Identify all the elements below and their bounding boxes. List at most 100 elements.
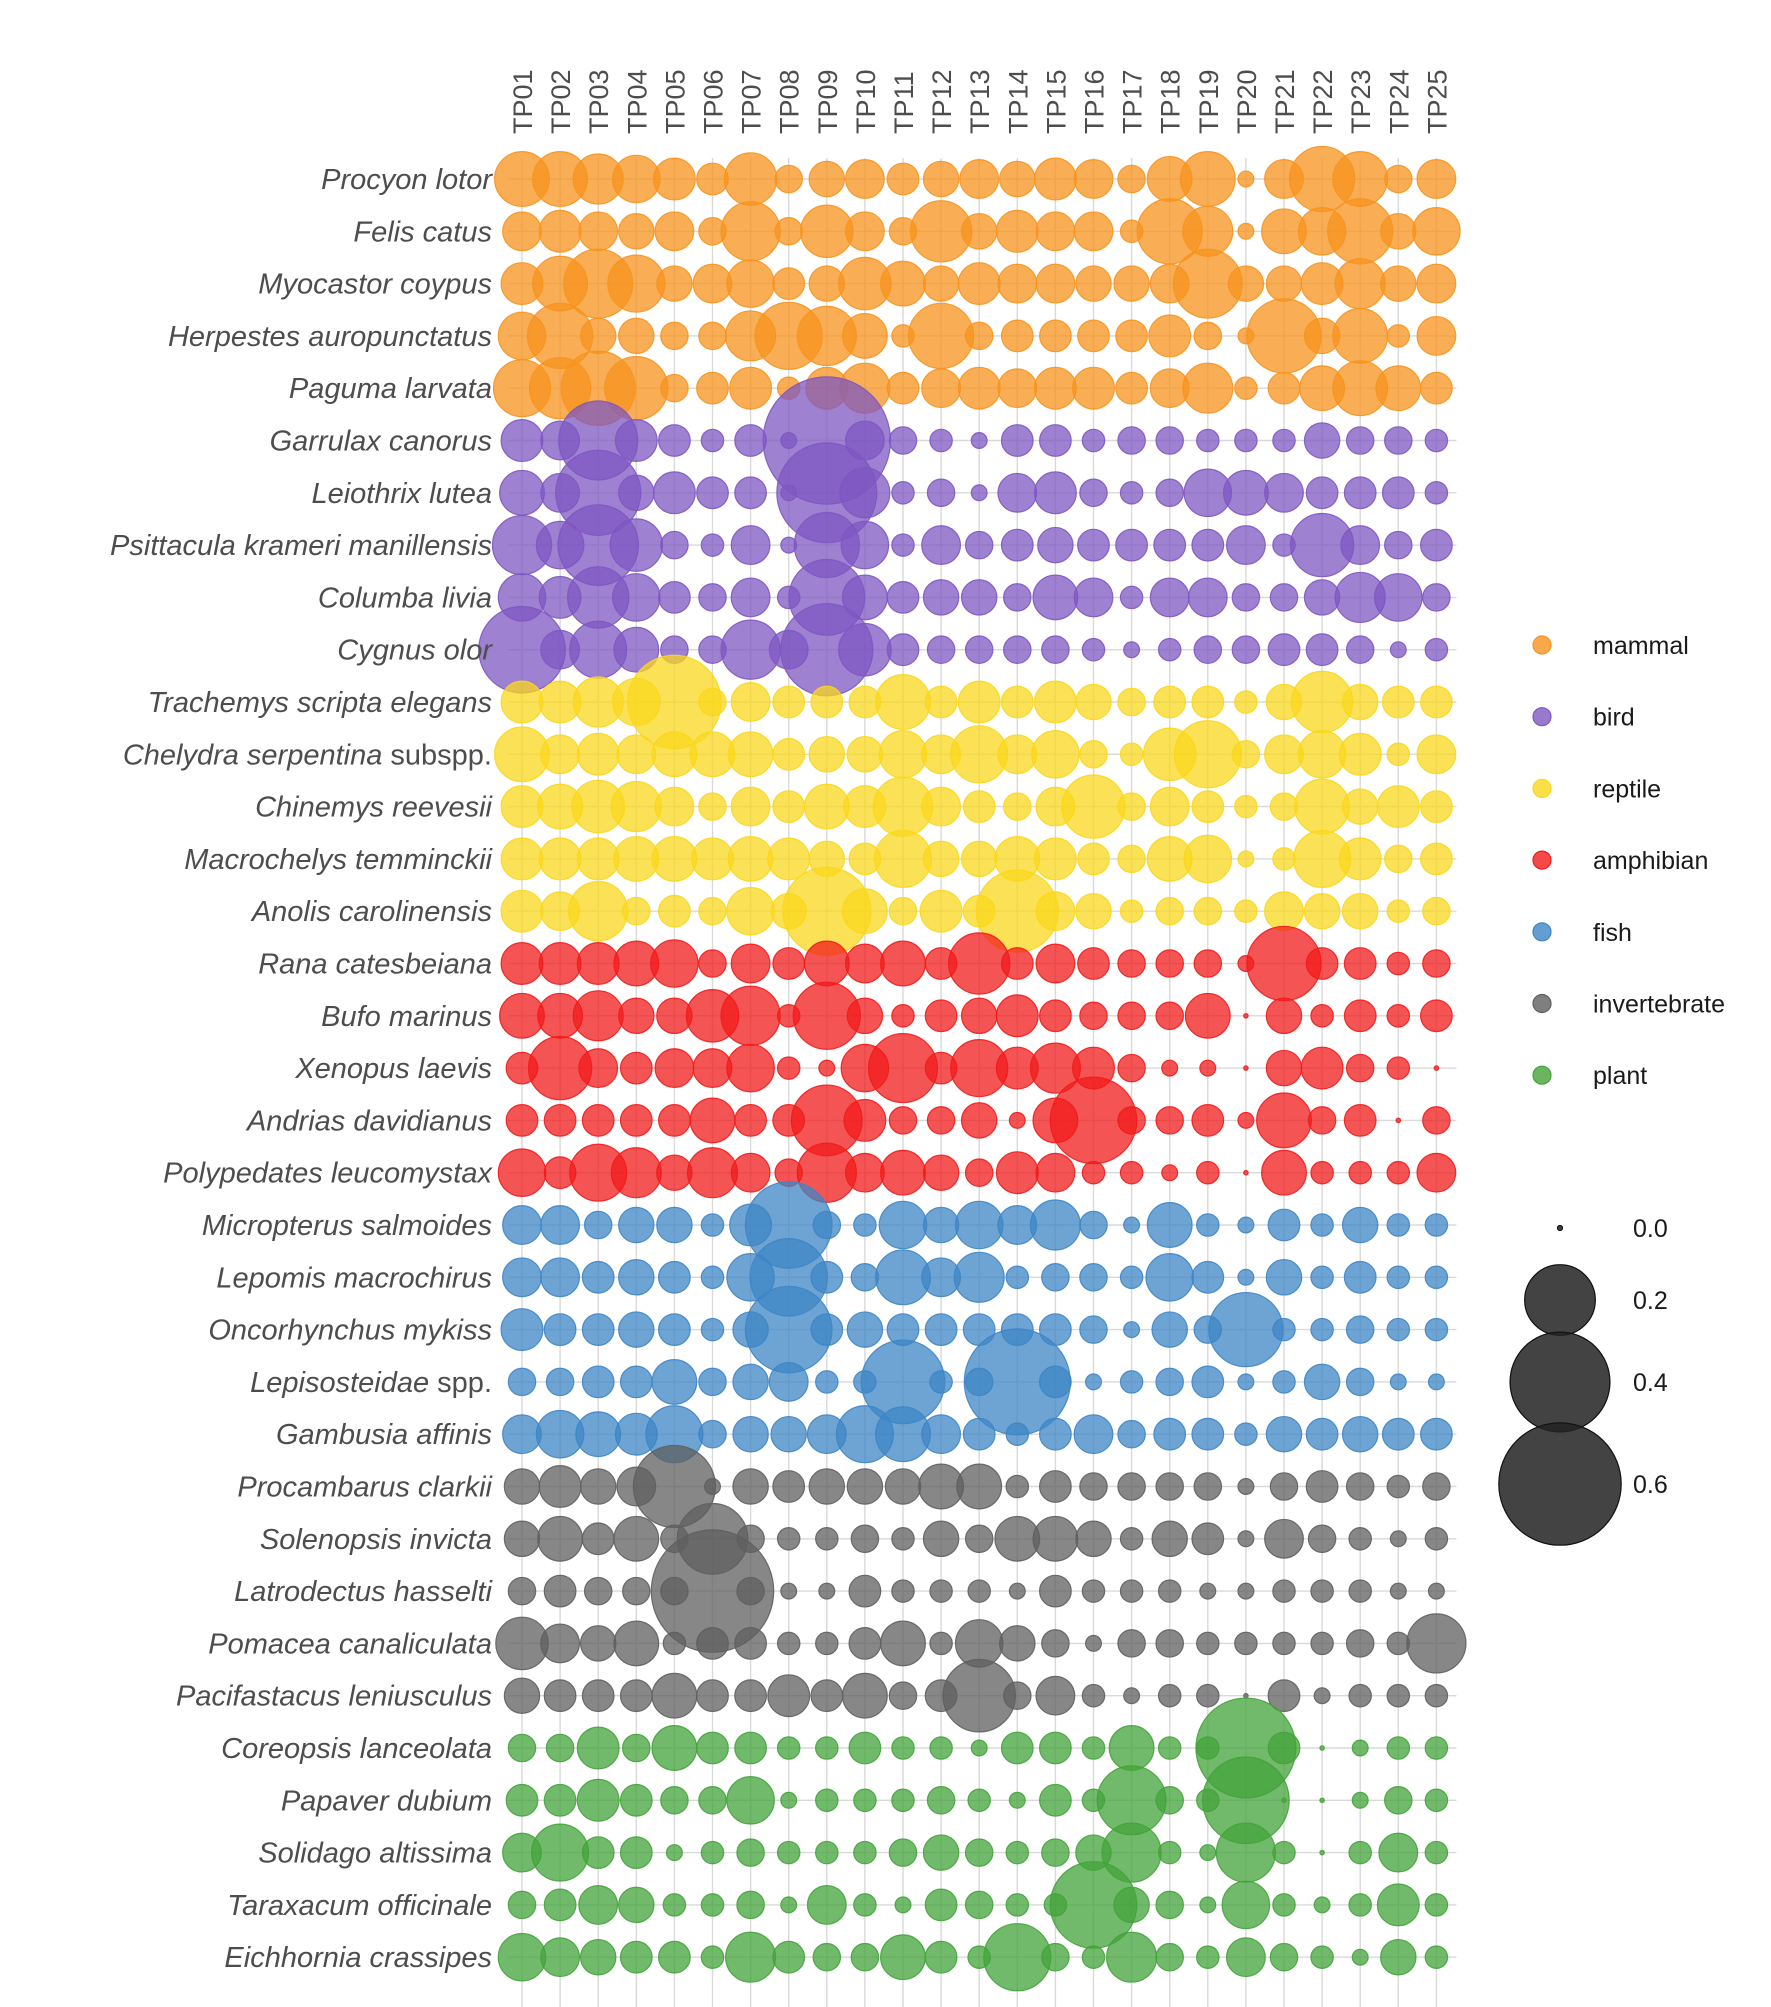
bubble bbox=[1304, 580, 1339, 615]
x-tick-label: TP06 bbox=[699, 69, 729, 134]
y-tick-label: Lepisosteidae spp. bbox=[250, 1367, 492, 1399]
bubble bbox=[1194, 636, 1221, 663]
bubble bbox=[544, 1314, 576, 1346]
bubble bbox=[1343, 1417, 1378, 1452]
bubble bbox=[962, 214, 997, 249]
bubble bbox=[1154, 529, 1186, 561]
bubble bbox=[1238, 223, 1254, 239]
bubble bbox=[778, 1528, 800, 1550]
bubble bbox=[775, 165, 802, 192]
bubble bbox=[1434, 1066, 1438, 1070]
bubble bbox=[925, 1314, 957, 1346]
bubble bbox=[1421, 686, 1453, 718]
bubble bbox=[508, 1368, 535, 1395]
bubble bbox=[1425, 482, 1447, 504]
bubble bbox=[1349, 1841, 1371, 1863]
bubble bbox=[1194, 950, 1221, 977]
size-legend-key bbox=[1510, 1332, 1610, 1432]
bubble bbox=[920, 890, 962, 932]
bubble bbox=[699, 1421, 726, 1448]
bubble bbox=[731, 787, 770, 826]
bubble bbox=[840, 468, 890, 518]
bubble bbox=[1344, 1105, 1376, 1137]
bubble bbox=[539, 210, 581, 252]
x-tick-label: TP07 bbox=[737, 69, 767, 134]
bubble bbox=[1385, 427, 1412, 454]
y-tick-label: Anolis carolinensis bbox=[250, 896, 492, 928]
bubble bbox=[1120, 482, 1142, 504]
bubble bbox=[892, 1528, 914, 1550]
bubble bbox=[539, 1466, 581, 1508]
bubble bbox=[778, 1841, 800, 1863]
bubble bbox=[1036, 1676, 1075, 1715]
bubble bbox=[541, 735, 580, 774]
bubble bbox=[922, 787, 961, 826]
bubble bbox=[623, 1577, 650, 1604]
bubble bbox=[1192, 1523, 1224, 1555]
bubble bbox=[1118, 427, 1145, 454]
bubble bbox=[659, 1941, 691, 1973]
bubble bbox=[1304, 423, 1339, 458]
bubble bbox=[843, 314, 888, 359]
bubble bbox=[1421, 791, 1453, 823]
bubble bbox=[1341, 526, 1380, 565]
bubble bbox=[1192, 529, 1224, 561]
y-tick-label: Herpestes auropunctatus bbox=[168, 321, 492, 353]
bubble bbox=[614, 1621, 659, 1666]
bubble bbox=[1320, 1798, 1324, 1802]
bubble bbox=[773, 1471, 805, 1503]
bubble bbox=[1385, 1787, 1412, 1814]
bubble bbox=[728, 732, 773, 777]
bubble bbox=[1311, 1266, 1333, 1288]
bubble bbox=[621, 1941, 653, 1973]
bubble bbox=[544, 1785, 576, 1817]
bubble bbox=[811, 686, 843, 718]
bubble bbox=[1156, 1002, 1183, 1029]
bubble bbox=[963, 1418, 995, 1450]
x-tick-label: TP11 bbox=[889, 71, 919, 134]
bubble bbox=[1073, 367, 1115, 409]
bubble bbox=[1311, 1946, 1333, 1968]
bubble bbox=[887, 163, 919, 195]
y-tick-label: Solenopsis invicta bbox=[260, 1524, 492, 1556]
bubble bbox=[1304, 1364, 1339, 1399]
bubble bbox=[811, 1262, 843, 1294]
bubble bbox=[998, 369, 1037, 408]
bubble bbox=[854, 1789, 876, 1811]
bubble bbox=[846, 212, 885, 251]
bubble bbox=[1036, 892, 1075, 931]
bubble bbox=[1311, 1005, 1333, 1027]
bubble bbox=[1156, 1787, 1183, 1814]
bubble bbox=[1387, 1737, 1409, 1759]
bubble bbox=[735, 1105, 767, 1137]
bubble bbox=[1227, 526, 1266, 565]
bubble bbox=[846, 944, 885, 983]
bubble bbox=[659, 1262, 691, 1294]
bubble bbox=[1387, 1162, 1409, 1184]
bubble bbox=[1387, 952, 1409, 974]
bubble bbox=[996, 995, 1038, 1037]
bubble bbox=[781, 1792, 797, 1808]
bubble bbox=[968, 1580, 990, 1602]
bubble bbox=[501, 1309, 543, 1351]
bubble bbox=[1352, 1792, 1368, 1808]
bubble bbox=[1209, 1293, 1283, 1367]
bubble bbox=[701, 1214, 723, 1236]
y-tick-label: Coreopsis lanceolata bbox=[221, 1733, 492, 1765]
bubble bbox=[733, 1364, 768, 1399]
bubble bbox=[582, 1523, 614, 1555]
bubble bbox=[1425, 639, 1447, 661]
y-tick-label: Garrulax canorus bbox=[270, 426, 492, 458]
bubble bbox=[504, 1469, 539, 1504]
bubble bbox=[577, 1779, 619, 1821]
bubble bbox=[581, 318, 616, 353]
bubble bbox=[1004, 584, 1031, 611]
bubble bbox=[816, 1528, 838, 1550]
bubble bbox=[621, 1105, 653, 1137]
bubble bbox=[771, 1417, 806, 1452]
bubble bbox=[923, 266, 958, 301]
bubble bbox=[1030, 1200, 1080, 1250]
bubble bbox=[1006, 1475, 1028, 1497]
bubble bbox=[816, 1841, 838, 1863]
x-tick-label: TP16 bbox=[1080, 69, 1110, 134]
